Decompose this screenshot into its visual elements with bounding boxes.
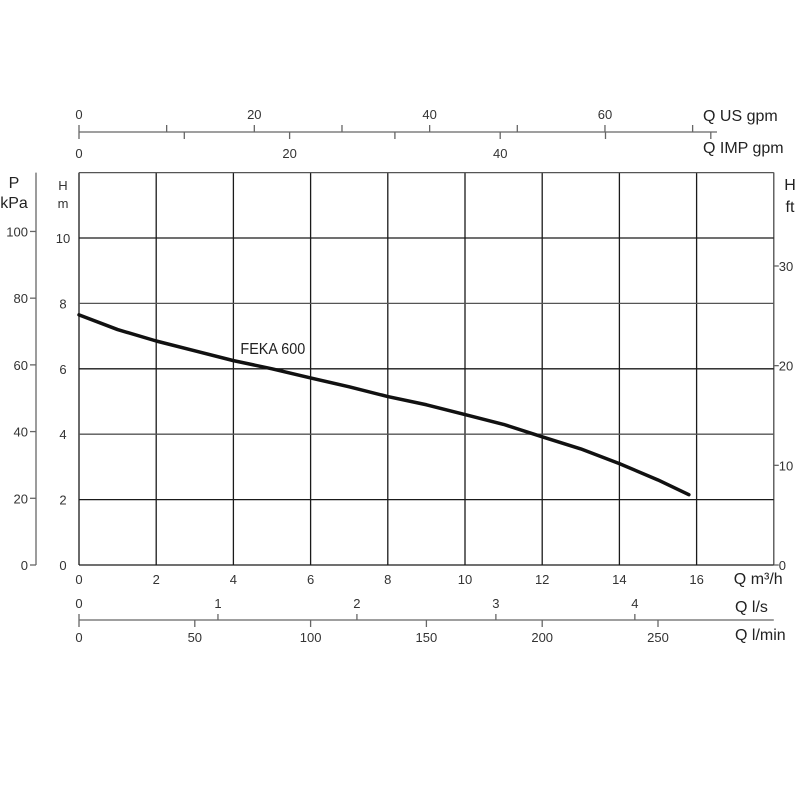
ft-tick-label: 20 <box>779 359 793 374</box>
lmin-axis-label: Q l/min <box>735 627 786 644</box>
y-tick-label: 8 <box>59 296 66 311</box>
x-tick-label: 6 <box>307 572 314 587</box>
us-gpm-tick-label: 60 <box>598 107 612 122</box>
us-gpm-tick-label: 20 <box>247 107 261 122</box>
kpa-tick-label: 20 <box>14 491 28 506</box>
kpa-tick-label: 0 <box>21 558 28 573</box>
lmin-tick-label: 50 <box>188 630 202 645</box>
us-gpm-tick-label: 40 <box>422 107 436 122</box>
x-tick-label: 10 <box>458 572 472 587</box>
x-tick-label: 12 <box>535 572 549 587</box>
us-gpm-tick-label: 0 <box>75 107 82 122</box>
imp-gpm-tick-label: 20 <box>282 146 296 161</box>
kpa-tick-label: 100 <box>6 224 28 239</box>
x-tick-label: 8 <box>384 572 391 587</box>
imp-gpm-axis-label: Q IMP gpm <box>703 140 784 157</box>
lmin-tick-label: 200 <box>531 630 553 645</box>
imp-gpm-tick-label: 40 <box>493 146 507 161</box>
x-tick-label: 4 <box>230 572 237 587</box>
lmin-tick-label: 250 <box>647 630 669 645</box>
ls-axis-label: Q l/s <box>735 599 768 616</box>
y-axis-label: H <box>58 178 67 193</box>
kpa-tick-label: 60 <box>14 358 28 373</box>
ft-tick-label: 0 <box>779 558 786 573</box>
x-axis-label: Q m³/h <box>734 571 783 588</box>
series-label: FEKA 600 <box>240 340 305 358</box>
imp-gpm-tick-label: 0 <box>75 146 82 161</box>
y-tick-label: 4 <box>59 427 66 442</box>
x-tick-label: 0 <box>75 572 82 587</box>
y-tick-label: 6 <box>59 362 66 377</box>
kpa-tick-label: 80 <box>14 291 28 306</box>
y-tick-label: 10 <box>56 231 70 246</box>
kpa-tick-label: 40 <box>14 425 28 440</box>
kpa-axis-label: P <box>9 175 20 192</box>
y-tick-label: 0 <box>59 558 66 573</box>
x-tick-label: 2 <box>153 572 160 587</box>
ft-axis-label: H <box>784 177 796 194</box>
lmin-tick-label: 100 <box>300 630 322 645</box>
series-curve <box>77 313 691 497</box>
kpa-axis-unit: kPa <box>0 195 28 212</box>
lmin-tick-label: 150 <box>416 630 438 645</box>
us-gpm-axis-label: Q US gpm <box>703 108 778 125</box>
ft-axis-unit: ft <box>786 199 795 216</box>
ls-tick-label: 1 <box>214 596 221 611</box>
lmin-tick-label: 0 <box>75 630 82 645</box>
ls-tick-label: 0 <box>75 596 82 611</box>
ft-tick-label: 10 <box>779 458 793 473</box>
ls-tick-label: 3 <box>492 596 499 611</box>
ls-tick-label: 2 <box>353 596 360 611</box>
ft-tick-label: 30 <box>779 259 793 274</box>
y-axis-unit: m <box>58 196 69 211</box>
ls-tick-label: 4 <box>631 596 638 611</box>
x-tick-label: 16 <box>689 572 703 587</box>
x-tick-label: 14 <box>612 572 626 587</box>
y-tick-label: 2 <box>59 493 66 508</box>
